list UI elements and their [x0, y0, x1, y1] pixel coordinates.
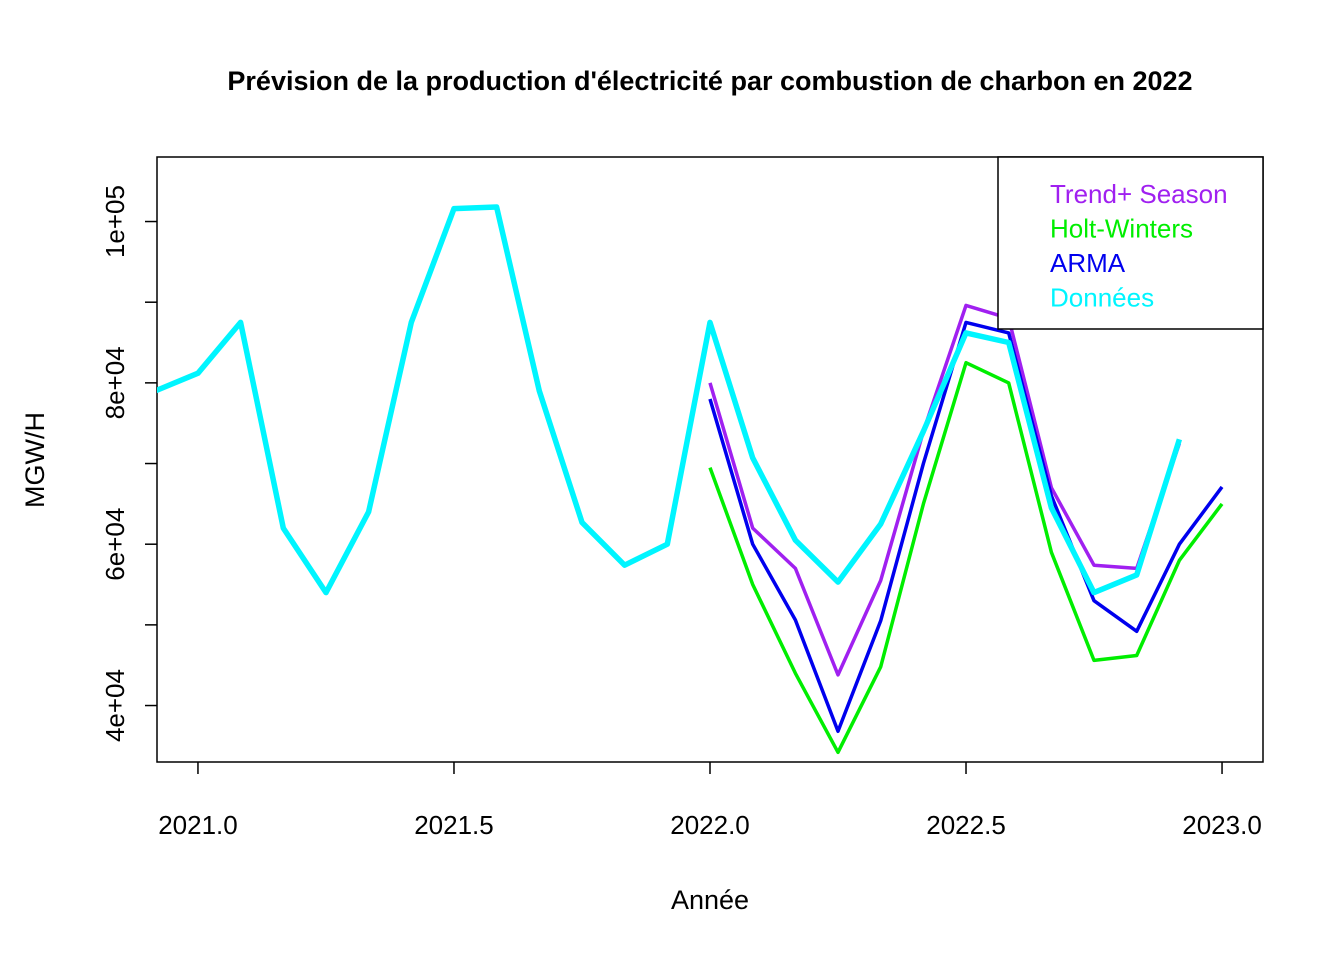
chart-title: Prévision de la production d'électricité… — [227, 66, 1192, 96]
legend-item: Holt-Winters — [1050, 214, 1193, 244]
legend-box — [997, 156, 1264, 330]
series-line-arma — [708, 320, 1224, 734]
x-tick-label: 2023.0 — [1182, 810, 1262, 840]
y-axis: 4e+04 6e+04 8e+04 1e+05 — [100, 185, 157, 742]
series-line-trend-season — [708, 303, 1182, 677]
x-axis: 2021.0 2021.5 2022.0 2022.5 2023.0 — [158, 762, 1262, 840]
series-line-donn-es — [157, 204, 1183, 596]
y-axis-label: MGW/H — [20, 412, 50, 508]
x-tick-label: 2021.0 — [158, 810, 238, 840]
series-line-holt-winters — [708, 360, 1224, 755]
legend: Trend+ Season Holt-Winters ARMA Données — [997, 156, 1264, 330]
y-tick-label: 8e+04 — [100, 346, 130, 419]
y-tick-label: 1e+05 — [100, 185, 130, 258]
y-tick-label: 6e+04 — [100, 508, 130, 581]
legend-item: Trend+ Season — [1050, 179, 1228, 209]
legend-item: ARMA — [1050, 248, 1126, 278]
x-tick-label: 2022.0 — [670, 810, 750, 840]
legend-item: Données — [1050, 283, 1154, 313]
series-layer — [157, 204, 1224, 755]
x-axis-label: Année — [671, 885, 749, 915]
x-tick-label: 2021.5 — [414, 810, 494, 840]
y-tick-label: 4e+04 — [100, 669, 130, 742]
x-tick-label: 2022.5 — [926, 810, 1006, 840]
